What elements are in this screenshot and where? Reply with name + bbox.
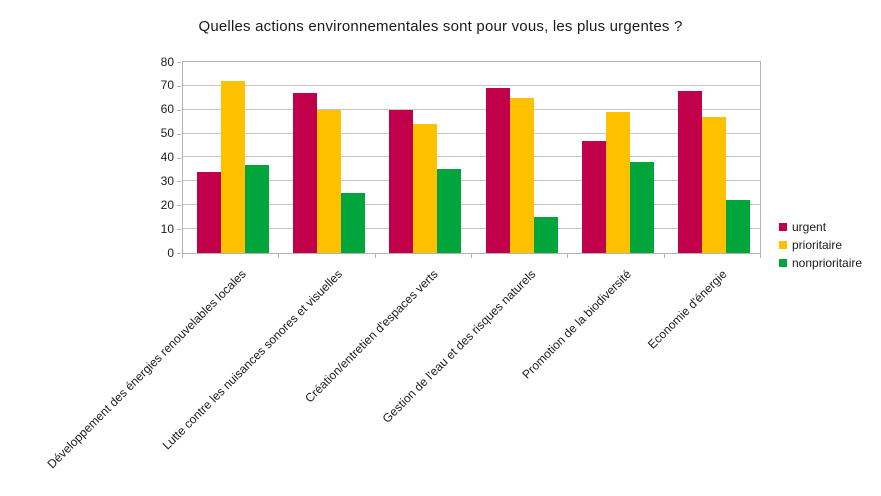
bar-urgent bbox=[678, 91, 702, 253]
bar-prioritaire bbox=[413, 124, 437, 253]
bar-urgent bbox=[197, 172, 221, 253]
y-tick-label: 60 bbox=[160, 102, 174, 116]
legend-item-prioritaire: prioritaire bbox=[779, 238, 862, 252]
bar-nonprioritaire bbox=[341, 193, 365, 253]
category-label: Promotion de la biodiversité bbox=[519, 267, 634, 382]
y-tick-mark bbox=[177, 229, 181, 230]
y-tick-mark bbox=[177, 181, 181, 182]
gridline bbox=[183, 204, 760, 205]
legend-swatch-nonprioritaire-icon bbox=[779, 259, 787, 267]
y-tick-mark bbox=[177, 158, 181, 159]
y-tick-mark bbox=[177, 62, 181, 63]
x-tick-mark bbox=[664, 254, 665, 258]
category-label: Gestion de l'eau et des risques naturels bbox=[379, 267, 538, 426]
bar-prioritaire bbox=[317, 110, 341, 253]
category-label: Economie d'énergie bbox=[645, 267, 730, 352]
bar-nonprioritaire bbox=[630, 162, 654, 253]
y-tick-label: 0 bbox=[167, 246, 174, 260]
gridline bbox=[183, 133, 760, 134]
x-tick-mark bbox=[760, 254, 761, 258]
legend-label: nonprioritaire bbox=[792, 256, 863, 270]
y-tick-label: 30 bbox=[160, 174, 174, 188]
bar-nonprioritaire bbox=[726, 200, 750, 253]
bar-nonprioritaire bbox=[245, 165, 269, 253]
legend: urgent prioritaire nonprioritaire bbox=[779, 220, 863, 275]
category-label: Lutte contre les nuisances sonores et vi… bbox=[159, 267, 345, 453]
legend-swatch-prioritaire-icon bbox=[779, 241, 787, 249]
bar-urgent bbox=[582, 141, 606, 253]
y-tick-mark bbox=[177, 205, 181, 206]
bar-nonprioritaire bbox=[437, 169, 461, 253]
bar-prioritaire bbox=[702, 117, 726, 253]
bar-urgent bbox=[389, 110, 413, 253]
y-tick-label: 20 bbox=[160, 198, 174, 212]
legend-label: urgent bbox=[792, 220, 827, 234]
x-tick-mark bbox=[567, 254, 568, 258]
gridline bbox=[183, 180, 760, 181]
y-tick-mark bbox=[177, 86, 181, 87]
gridline bbox=[183, 85, 760, 86]
y-tick-label: 70 bbox=[160, 78, 174, 92]
x-tick-mark bbox=[375, 254, 376, 258]
legend-swatch-urgent-icon bbox=[779, 223, 787, 231]
legend-label: prioritaire bbox=[792, 238, 843, 252]
gridline bbox=[183, 228, 760, 229]
bar-urgent bbox=[486, 88, 510, 253]
bar-prioritaire bbox=[510, 98, 534, 253]
gridline bbox=[183, 156, 760, 157]
gridline bbox=[183, 109, 760, 110]
chart-title: Quelles actions environnementales sont p… bbox=[198, 18, 683, 35]
plot-area bbox=[182, 61, 761, 254]
bar-prioritaire bbox=[221, 81, 245, 253]
y-tick-label: 50 bbox=[160, 126, 174, 140]
legend-item-nonprioritaire: nonprioritaire bbox=[779, 256, 863, 270]
y-tick-mark bbox=[177, 253, 181, 254]
y-tick-label: 40 bbox=[160, 150, 174, 164]
legend-item-urgent: urgent bbox=[779, 220, 862, 234]
x-tick-mark bbox=[182, 254, 183, 258]
bar-urgent bbox=[293, 93, 317, 253]
y-tick-mark bbox=[177, 134, 181, 135]
bar-prioritaire bbox=[606, 112, 630, 253]
x-tick-mark bbox=[471, 254, 472, 258]
category-label: Développement des énergies renouvelables… bbox=[44, 267, 249, 472]
y-tick-mark bbox=[177, 110, 181, 111]
bar-nonprioritaire bbox=[534, 217, 558, 253]
y-tick-label: 10 bbox=[160, 222, 174, 236]
x-tick-mark bbox=[278, 254, 279, 258]
y-tick-label: 80 bbox=[160, 55, 174, 69]
